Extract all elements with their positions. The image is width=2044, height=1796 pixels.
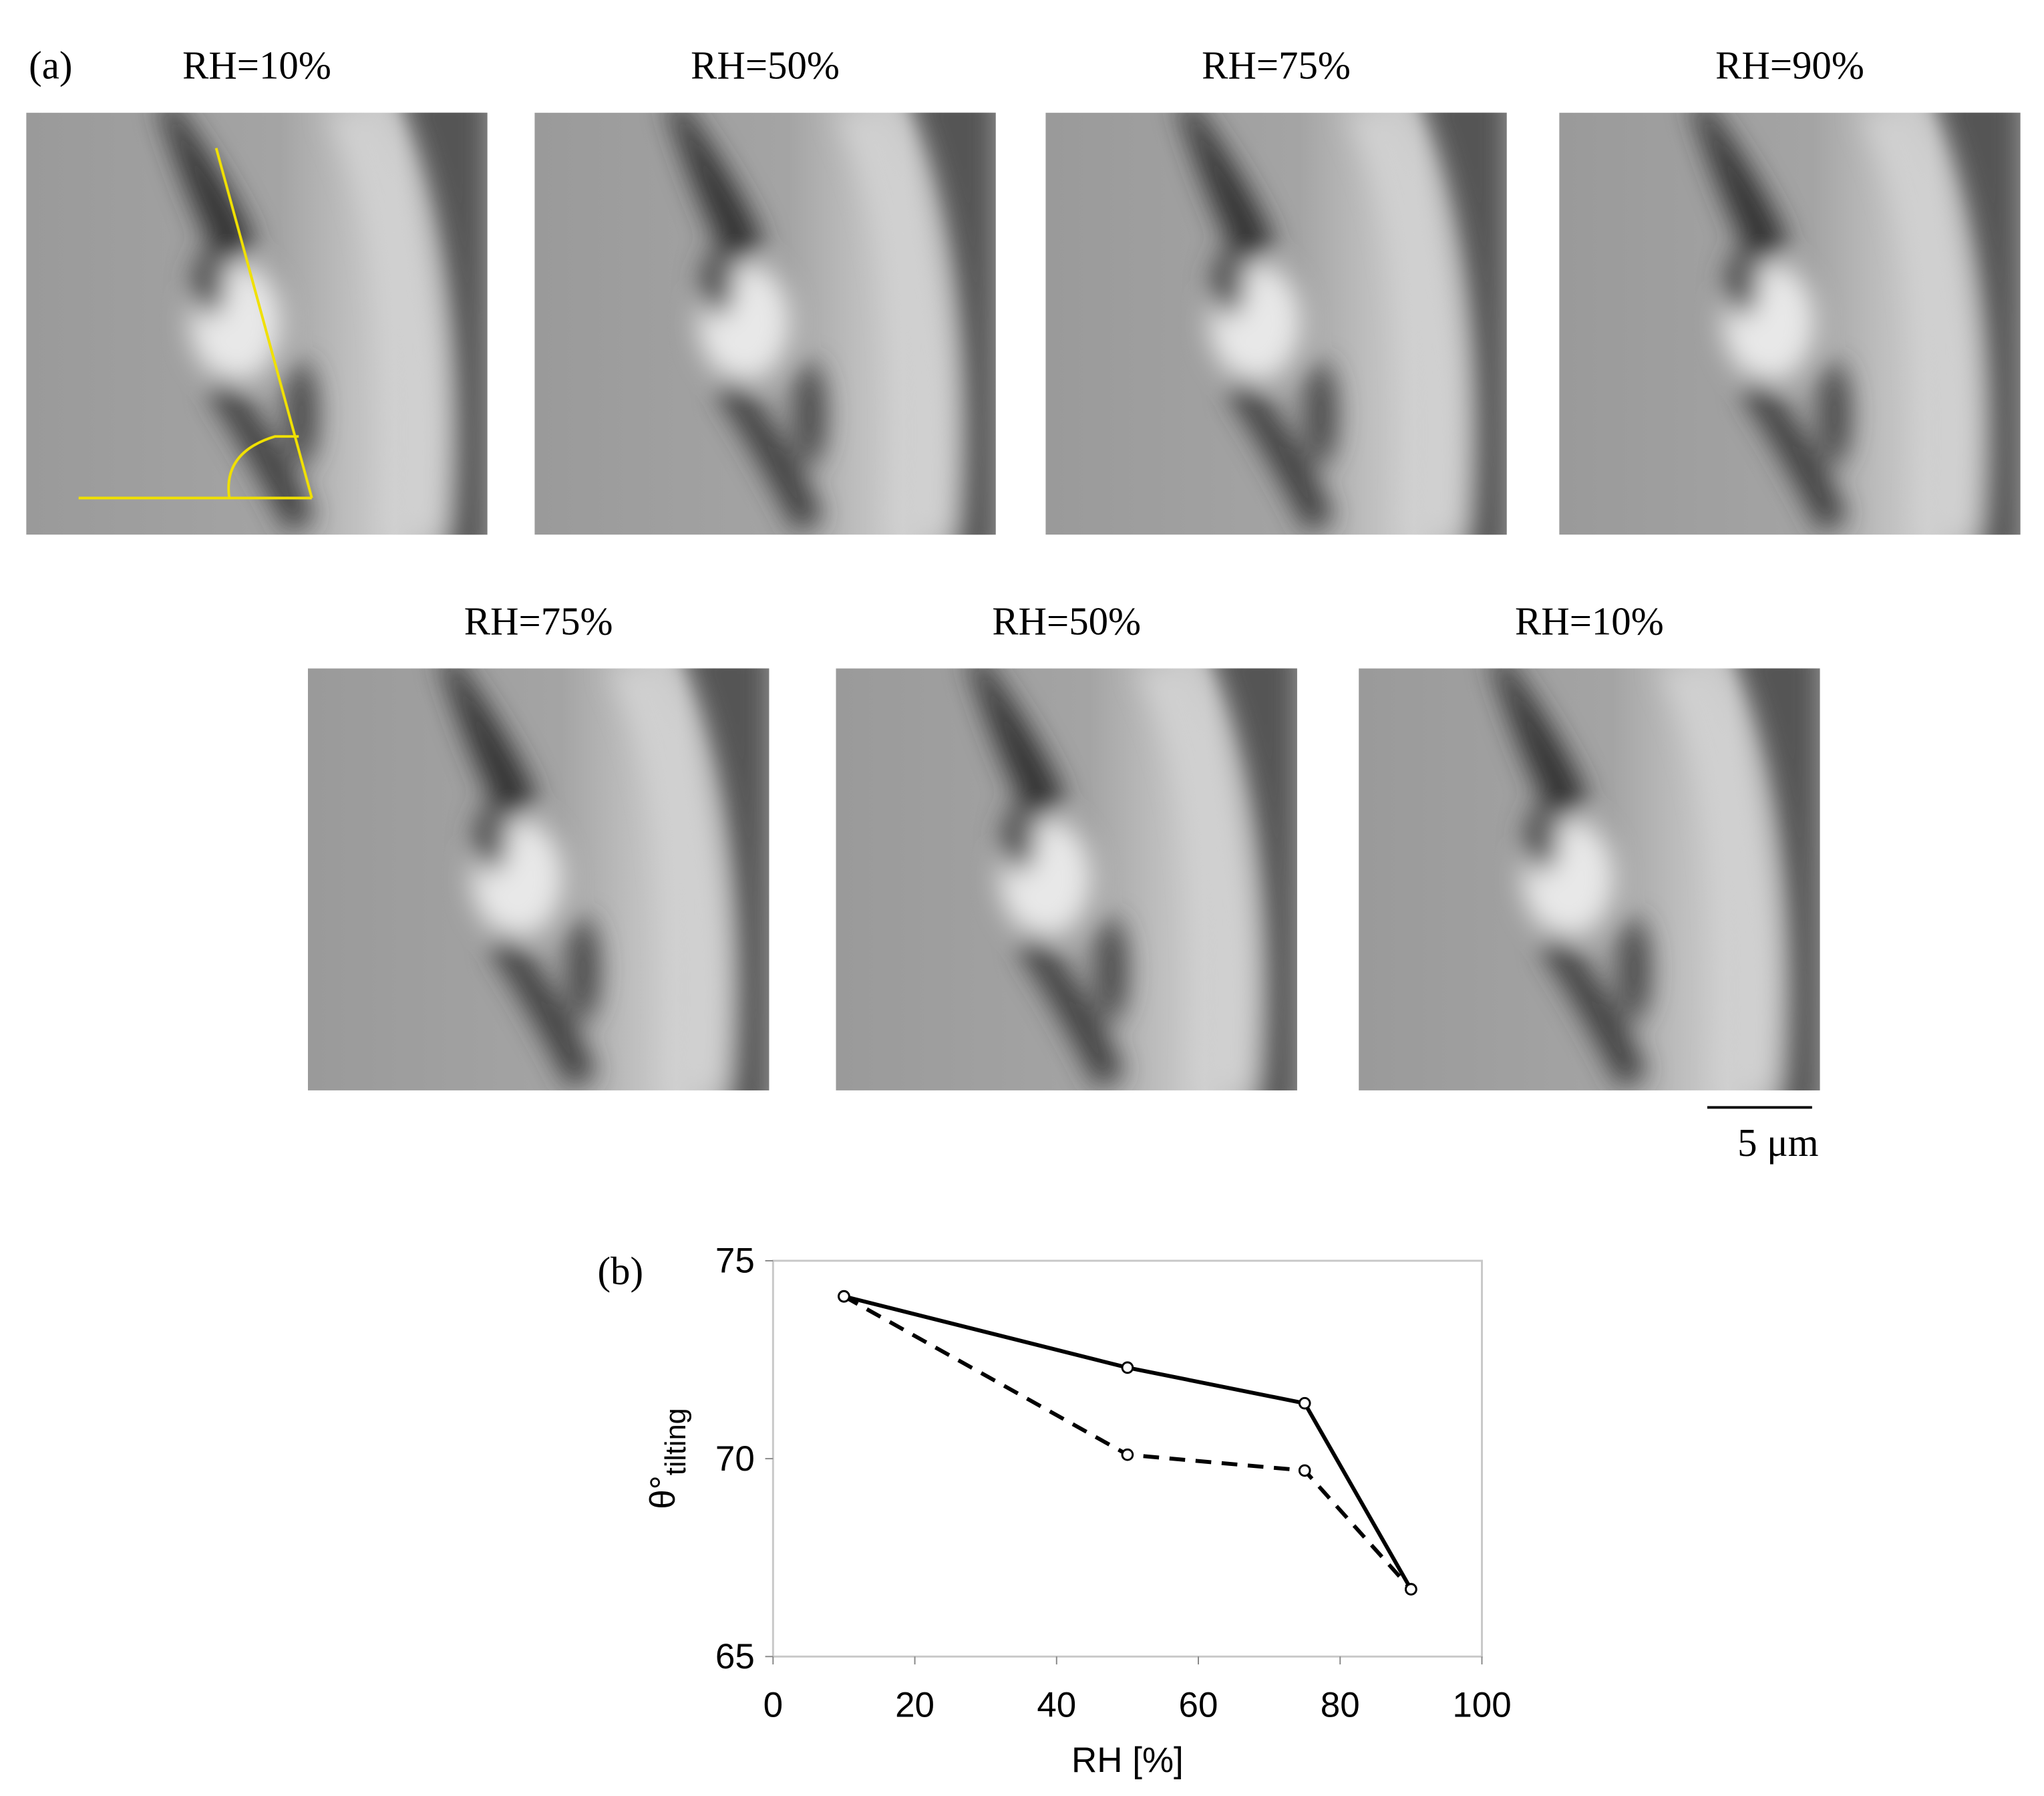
overlay-line: [214, 148, 313, 498]
x-tick-label: 60: [1179, 1686, 1218, 1725]
y-axis-label-sub: tilting: [660, 1408, 692, 1475]
data-point: [1405, 1583, 1417, 1596]
image-title: RH=75%: [464, 599, 613, 643]
micrograph: [308, 642, 769, 1114]
overlay-arc: [227, 435, 299, 498]
micrograph: [1045, 86, 1506, 558]
angle-overlay: [78, 148, 313, 500]
x-tick-label: 20: [895, 1686, 934, 1725]
image-title: RH=50%: [691, 44, 840, 88]
y-tick-label: 70: [715, 1439, 755, 1479]
micrograph: [1559, 86, 2020, 558]
x-tick-label: 0: [763, 1686, 783, 1725]
micrograph: [26, 86, 487, 558]
image-title: RH=50%: [992, 599, 1141, 643]
x-tick-label: 40: [1037, 1686, 1076, 1725]
series-line: [842, 1294, 1413, 1591]
data-point: [1121, 1361, 1134, 1374]
micrograph: [534, 86, 995, 558]
image-title: RH=10%: [182, 44, 331, 88]
image-title: RH=90%: [1715, 44, 1864, 88]
micrograph-grid: RH=10% RH=50% RH=75% RH=90% RH=75% RH=50% RH=1…: [26, 44, 2020, 1114]
data-point: [1121, 1448, 1134, 1461]
image-title: RH=75%: [1202, 44, 1351, 88]
y-tick-label: 75: [715, 1241, 755, 1281]
y-axis-label-main: θ°: [643, 1475, 683, 1509]
data-point: [1298, 1396, 1311, 1410]
data-point: [1298, 1464, 1311, 1477]
micrograph: [1359, 642, 1820, 1114]
data-point: [838, 1290, 850, 1303]
x-tick-label: 100: [1452, 1686, 1511, 1725]
scale-bar-label: 5 μm: [1737, 1121, 1818, 1165]
y-axis-label: θ°tilting: [643, 1408, 692, 1509]
x-tick-label: 80: [1321, 1686, 1360, 1725]
chart: 65 70 75 0 20 40 60 80 100 RH [%] θ°tilting: [643, 1241, 1511, 1780]
y-tick-label: 65: [715, 1637, 755, 1676]
panel-label: (b): [597, 1249, 643, 1293]
x-axis-label: RH [%]: [1071, 1741, 1184, 1780]
panel-label: (a): [29, 44, 72, 88]
micrograph: [836, 642, 1297, 1114]
image-title: RH=10%: [1515, 599, 1664, 643]
series-line: [843, 1294, 1413, 1591]
